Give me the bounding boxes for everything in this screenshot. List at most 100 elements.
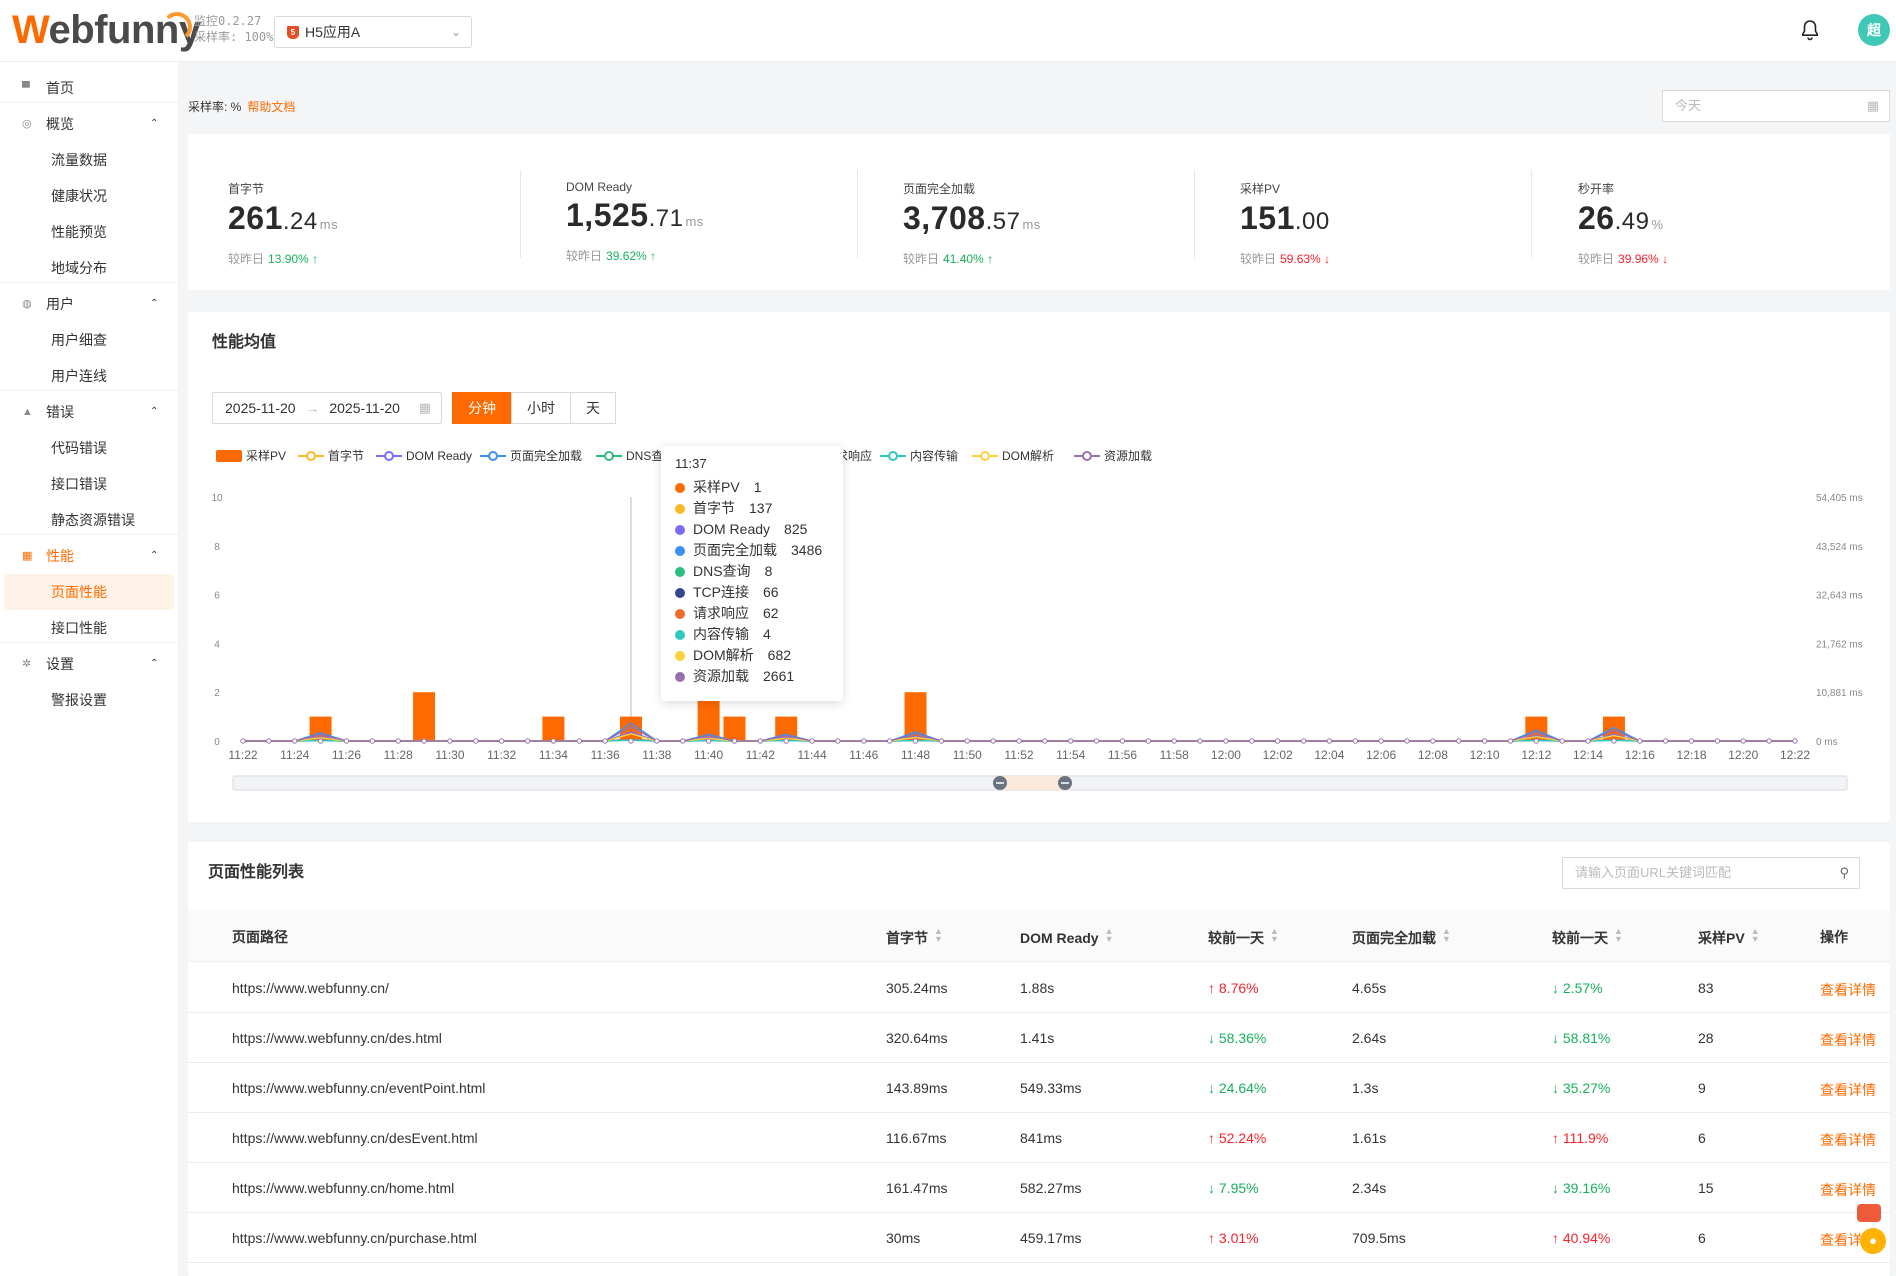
compare-value: 58.81% [1562, 1030, 1611, 1046]
stat-card: 采样PV 151.00 较昨日 59.63% ↓ [1240, 180, 1540, 267]
html5-icon: 5 [287, 26, 299, 39]
tooltip-row: 首字节 137 [675, 498, 829, 519]
sidebar-item-1[interactable]: ◎ 概览 ⌃ [0, 106, 178, 142]
sort-icon[interactable]: ▲ ▼ [934, 926, 943, 944]
view-details-link[interactable]: 查看详情 [1820, 1132, 1876, 1148]
view-details-link[interactable]: 查看详情 [1820, 982, 1876, 998]
compare-value: 7.95% [1218, 1180, 1259, 1196]
bell-icon[interactable] [1798, 18, 1822, 42]
column-header[interactable]: 首字节 ▲ ▼ [886, 927, 943, 948]
cell-dom-ready: 1.88s [1020, 980, 1055, 996]
app-select[interactable]: 5 H5应用A ⌄ [274, 16, 472, 48]
sidebar-item-label: 首页 [46, 80, 74, 96]
sidebar-item-label: 概览 [46, 116, 74, 132]
y-left-tick-label: 6 [214, 591, 220, 602]
column-header: 操作 [1820, 927, 1848, 947]
cell-pv: 15 [1698, 1180, 1714, 1196]
sidebar-item-6[interactable]: ◍ 用户 ⌃ [0, 286, 178, 322]
column-header[interactable]: 较前一天 ▲ ▼ [1552, 927, 1623, 948]
data-point [1559, 738, 1565, 744]
sidebar-item-8[interactable]: 用户连线 [0, 358, 178, 394]
column-header[interactable]: 页面完全加载 ▲ ▼ [1352, 927, 1451, 948]
sort-icon[interactable]: ▲ ▼ [1750, 926, 1760, 944]
view-details-link[interactable]: 查看详情 [1820, 1082, 1876, 1098]
legend-line-swatch [1074, 451, 1100, 461]
sidebar-item-7[interactable]: 用户细查 [0, 322, 178, 358]
sidebar-item-13[interactable]: ▦ 性能 ⌃ [0, 538, 178, 574]
x-tick-label: 11:40 [694, 748, 723, 762]
cell-compare-dom: ↑ 8.76% [1208, 980, 1259, 996]
column-header[interactable]: DOM Ready ▲ ▼ [1020, 926, 1114, 947]
data-point [1223, 738, 1229, 744]
sidebar-item-11[interactable]: 接口错误 [0, 466, 178, 502]
performance-chart[interactable]: 10 8 6 4 2 0 54,405 ms 43,524 ms 32,643 ms 21,762… [0, 0, 1896, 820]
sidebar-item-0[interactable]: ▀ 首页 [0, 70, 178, 106]
stat-change: 59.63% ↓ [1280, 252, 1330, 266]
sidebar-item-17[interactable]: 警报设置 [0, 682, 178, 718]
x-tick-label: 11:58 [1160, 748, 1189, 762]
warning-icon: ▲ [22, 406, 33, 418]
chat-icon[interactable]: ● [1860, 1228, 1886, 1254]
arrow-down-icon: ↓ [1324, 252, 1331, 266]
x-tick-label: 12:16 [1625, 748, 1655, 762]
sort-icon[interactable]: ▲ ▼ [1614, 926, 1623, 944]
cell-pv: 83 [1698, 980, 1714, 996]
x-tick-label: 11:46 [849, 748, 878, 762]
sidebar-item-9[interactable]: ▲ 错误 ⌃ [0, 394, 178, 430]
data-point [1507, 738, 1514, 744]
sidebar-item-4[interactable]: 性能预览 [0, 214, 178, 250]
sidebar-divider [0, 390, 178, 391]
arrow-up-icon: ↑ [987, 252, 994, 266]
date-picker[interactable]: 今天 ▦ [1662, 90, 1890, 122]
cell-compare-dom: ↑ 52.24% [1208, 1130, 1266, 1146]
cell-pv: 6 [1698, 1230, 1706, 1246]
sort-icon[interactable]: ▲ ▼ [1104, 926, 1114, 944]
sidebar-item-12[interactable]: 静态资源错误 [0, 502, 178, 538]
cell-compare-load: ↑ 40.94% [1552, 1230, 1610, 1246]
sidebar-item-14[interactable]: 页面性能 [4, 574, 174, 610]
cell-dom-ready: 841ms [1020, 1130, 1063, 1146]
granularity-hour-button[interactable]: 小时 [511, 392, 571, 424]
sidebar-item-10[interactable]: 代码错误 [0, 430, 178, 466]
column-header-label: 页面路径 [232, 929, 288, 945]
avatar[interactable]: 超 [1858, 14, 1890, 46]
sort-icon[interactable]: ▲ ▼ [1442, 926, 1451, 944]
search-input[interactable]: 请输入页面URL关键词匹配 ⚲ [1562, 857, 1860, 889]
sort-icon[interactable]: ▲ ▼ [1270, 926, 1279, 944]
granularity-minute-button[interactable]: 分钟 [452, 392, 512, 424]
sidebar-item-16[interactable]: ✲ 设置 ⌃ [0, 646, 178, 682]
x-tick-label: 11:30 [435, 748, 464, 762]
sidebar-item-2[interactable]: 流量数据 [0, 142, 178, 178]
date-range-end: 2025-11-20 [329, 400, 400, 416]
stat-title: 页面完全加载 [903, 182, 976, 196]
x-tick-label: 12:20 [1728, 748, 1758, 762]
column-header[interactable]: 采样PV ▲ ▼ [1698, 927, 1760, 948]
tooltip-row: DOM解析 682 [675, 645, 829, 666]
arrow-up-icon: ↑ [312, 252, 319, 266]
compare-value: 111.9% [1562, 1130, 1609, 1146]
toolbar-row: 采样率: % 帮助文档 [188, 94, 295, 120]
date-range-picker[interactable]: 2025-11-20 → 2025-11-20 ▦ [212, 392, 442, 424]
granularity-day-button[interactable]: 天 [570, 392, 616, 424]
x-tick-label: 11:28 [384, 748, 413, 762]
x-tick-label: 12:00 [1211, 748, 1241, 762]
stat-compare-label: 较昨日 [1240, 252, 1277, 266]
view-details-link[interactable]: 查看详情 [1820, 1182, 1876, 1198]
sidebar-item-5[interactable]: 地域分布 [0, 250, 178, 286]
column-header[interactable]: 较前一天 ▲ ▼ [1208, 927, 1279, 948]
stat-value: 3,708.57 ms [903, 199, 1203, 244]
stat-title: 采样PV [1240, 182, 1281, 196]
cell-path: https://www.webfunny.cn/ [232, 980, 389, 996]
data-point [1533, 738, 1540, 744]
view-details-link[interactable]: 查看详情 [1820, 1032, 1876, 1048]
sidebar-item-15[interactable]: 接口性能 [0, 610, 178, 646]
robot-icon[interactable] [1857, 1204, 1881, 1222]
cell-compare-load: ↑ 111.9% [1552, 1130, 1608, 1146]
help-doc-link[interactable]: 帮助文档 [247, 100, 296, 114]
compare-value: 40.94% [1562, 1230, 1611, 1246]
section-title: 页面性能列表 [208, 864, 305, 881]
chevron-up-icon: ⌃ [150, 550, 159, 561]
data-point [886, 738, 893, 744]
sidebar-item-3[interactable]: 健康状况 [0, 178, 178, 214]
compare-value: 8.76% [1218, 980, 1259, 996]
